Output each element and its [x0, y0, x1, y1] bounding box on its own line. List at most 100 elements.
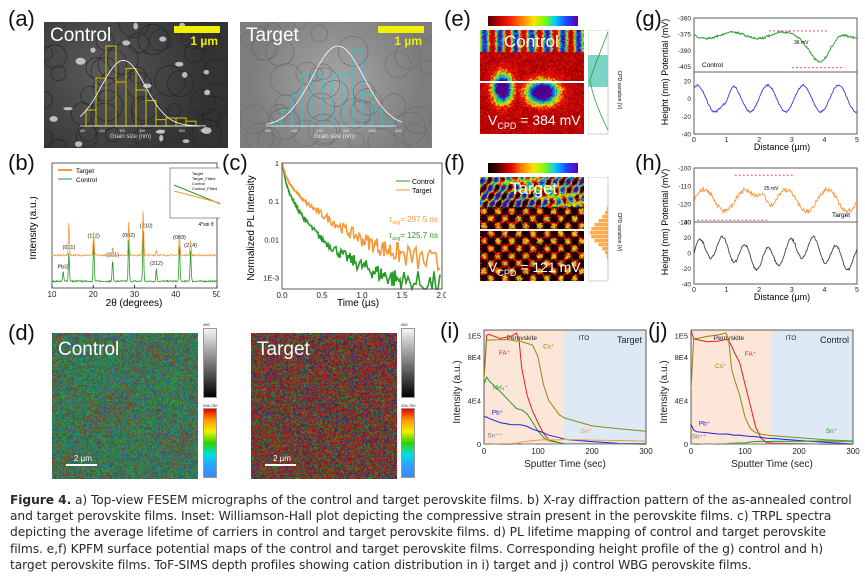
trpl-xtick: 1.0	[356, 291, 368, 300]
histogram-bar	[594, 239, 608, 243]
profile-chart-control: Height (nm) Potential (mV) Distance (µm)…	[660, 16, 859, 153]
histogram-bar	[341, 73, 353, 127]
grain	[128, 32, 150, 54]
trpl-xtick: 0.5	[316, 291, 328, 300]
scale-bar	[378, 26, 424, 33]
kpfm-map-control: Control VCPD = 384 mV	[480, 30, 584, 134]
profile-xtick: 5	[855, 287, 859, 294]
grain	[270, 63, 303, 96]
grain	[384, 51, 411, 78]
gaussian-fit	[589, 31, 609, 131]
xrd-control-line	[51, 231, 217, 284]
profile-xtick: 3	[790, 287, 794, 294]
williamson-hall-inset: 4*sin θ Target Target_Fitted Control Con…	[169, 167, 220, 228]
histogram-bar	[598, 243, 608, 247]
species-label: Sn⁺⁺	[692, 434, 707, 441]
grain	[268, 107, 301, 140]
grain	[240, 32, 255, 47]
grain	[49, 139, 67, 148]
peak-label: (214)	[184, 243, 197, 249]
trpl-control-line	[281, 162, 441, 292]
caption-text: a) Top-view FESEM micrographs of the con…	[10, 493, 852, 572]
tick-label: 600	[179, 129, 185, 133]
grain	[354, 88, 382, 116]
profile-xtick: 4	[822, 137, 826, 144]
profile-xtick: 2	[757, 137, 761, 144]
grain	[137, 23, 169, 55]
grain	[201, 108, 221, 127]
height-ytick: -40	[682, 132, 692, 139]
sims-ytick: 0	[684, 440, 688, 449]
xrd-xtick: 30	[130, 290, 139, 299]
cpd-histogram-control: CPD variation (V)	[588, 30, 622, 135]
trpl-xtick: 2.0	[436, 291, 446, 300]
trpl-ytick: 0.01	[264, 235, 279, 244]
grain	[251, 36, 276, 61]
histogram-bar	[591, 227, 608, 231]
sims-xtick: 300	[639, 447, 653, 456]
profile-ylabel: Height (nm) Potential (mV)	[660, 169, 670, 276]
bright-grain	[74, 141, 83, 147]
profile-series-label: Target	[832, 212, 850, 219]
grain	[420, 59, 432, 75]
grain	[254, 26, 268, 40]
peak-label: PbI2	[57, 264, 68, 270]
sims-xtick: 300	[846, 447, 860, 456]
trpl-ytick: 1	[275, 159, 279, 168]
grayscale-colorbar-control	[203, 328, 217, 398]
sims-ytick: 8E4	[675, 353, 688, 362]
sims-ytick: 1E5	[675, 331, 688, 340]
height-ytick: 40	[684, 220, 692, 227]
gray-max-label: 450	[401, 322, 408, 327]
profile-xtick: 4	[822, 287, 826, 294]
bright-grain	[159, 134, 164, 142]
grain	[393, 112, 427, 145]
histogram-bar	[351, 49, 363, 127]
grain	[129, 66, 146, 84]
sims-xlabel: Sputter Time (sec)	[731, 459, 813, 470]
histogram-bar	[588, 55, 608, 87]
profile-xtick: 0	[692, 287, 696, 294]
xrd-xtick: 10	[48, 290, 57, 299]
cpd-variation-label: CPD variation (V)	[616, 71, 622, 110]
panel-label-c: (c)	[222, 150, 248, 175]
grain	[131, 98, 162, 129]
grain	[167, 70, 194, 97]
region-label-perovskite: Perovskite	[507, 335, 538, 342]
bright-grain	[49, 116, 58, 122]
species-label: Cs⁺	[543, 343, 555, 350]
region-label-ito: ITO	[579, 335, 590, 342]
histogram-bar	[281, 109, 293, 127]
grain	[91, 90, 123, 122]
bright-grain	[63, 107, 73, 111]
height-ytick: 20	[684, 235, 692, 242]
histogram-bar	[607, 203, 608, 207]
height-ytick: 0	[687, 251, 691, 258]
peak-label: (312)	[150, 261, 163, 267]
profile-chart-target: Height (nm) Potential (mV) Distance (µm)…	[660, 166, 859, 303]
species-label: Pb⁺	[492, 410, 504, 417]
potential-ytick: -100	[678, 166, 691, 173]
sims-ytick: 4E4	[675, 397, 688, 406]
grain	[240, 104, 269, 134]
vcpd-control: VCPD = 384 mV	[488, 112, 581, 131]
scale-bar	[66, 464, 97, 466]
trpl-xtick: 0.0	[276, 291, 288, 300]
tick-label: 400	[291, 129, 297, 133]
grain	[381, 93, 406, 118]
tau-control-symbol: τavg= 125.7 ns	[389, 231, 438, 242]
tick-label: 100	[79, 129, 85, 133]
grain	[44, 128, 54, 148]
grain	[80, 86, 101, 106]
tick-label: 1200	[394, 129, 402, 133]
figure-caption: Figure 4. a) Top-view FESEM micrographs …	[10, 492, 860, 573]
scale-bar-label: 1 µm	[394, 34, 422, 48]
bright-grain	[122, 40, 131, 46]
potential-ytick: -110	[678, 184, 691, 191]
grain	[118, 22, 150, 38]
profile-xtick: 1	[725, 287, 729, 294]
xrd-xtick: 40	[171, 290, 180, 299]
region-label-perovskite: Perovskite	[714, 335, 745, 342]
grain	[190, 22, 220, 51]
grain	[95, 31, 115, 51]
